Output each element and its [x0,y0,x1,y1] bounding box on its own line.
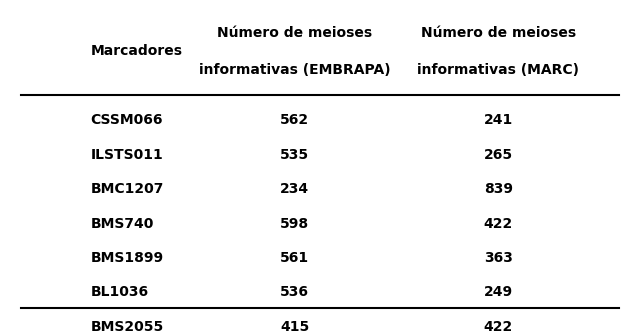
Text: informativas (EMBRAPA): informativas (EMBRAPA) [198,63,390,77]
Text: BMS2055: BMS2055 [91,320,164,333]
Text: Número de meioses: Número de meioses [217,26,372,40]
Text: 249: 249 [484,285,513,299]
Text: 535: 535 [280,148,309,162]
Text: 234: 234 [280,182,309,196]
Text: 598: 598 [280,216,309,230]
Text: 839: 839 [484,182,513,196]
Text: 265: 265 [484,148,513,162]
Text: Número de meioses: Número de meioses [421,26,576,40]
Text: 536: 536 [280,285,309,299]
Text: BMS1899: BMS1899 [91,251,164,265]
Text: 363: 363 [484,251,513,265]
Text: 561: 561 [280,251,309,265]
Text: 415: 415 [280,320,309,333]
Text: BMS740: BMS740 [91,216,154,230]
Text: Marcadores: Marcadores [91,45,182,59]
Text: 422: 422 [484,216,513,230]
Text: 422: 422 [484,320,513,333]
Text: 241: 241 [484,113,513,127]
Text: ILSTS011: ILSTS011 [91,148,163,162]
Text: informativas (MARC): informativas (MARC) [417,63,579,77]
Text: BMC1207: BMC1207 [91,182,164,196]
Text: BL1036: BL1036 [91,285,148,299]
Text: CSSM066: CSSM066 [91,113,163,127]
Text: 562: 562 [280,113,309,127]
